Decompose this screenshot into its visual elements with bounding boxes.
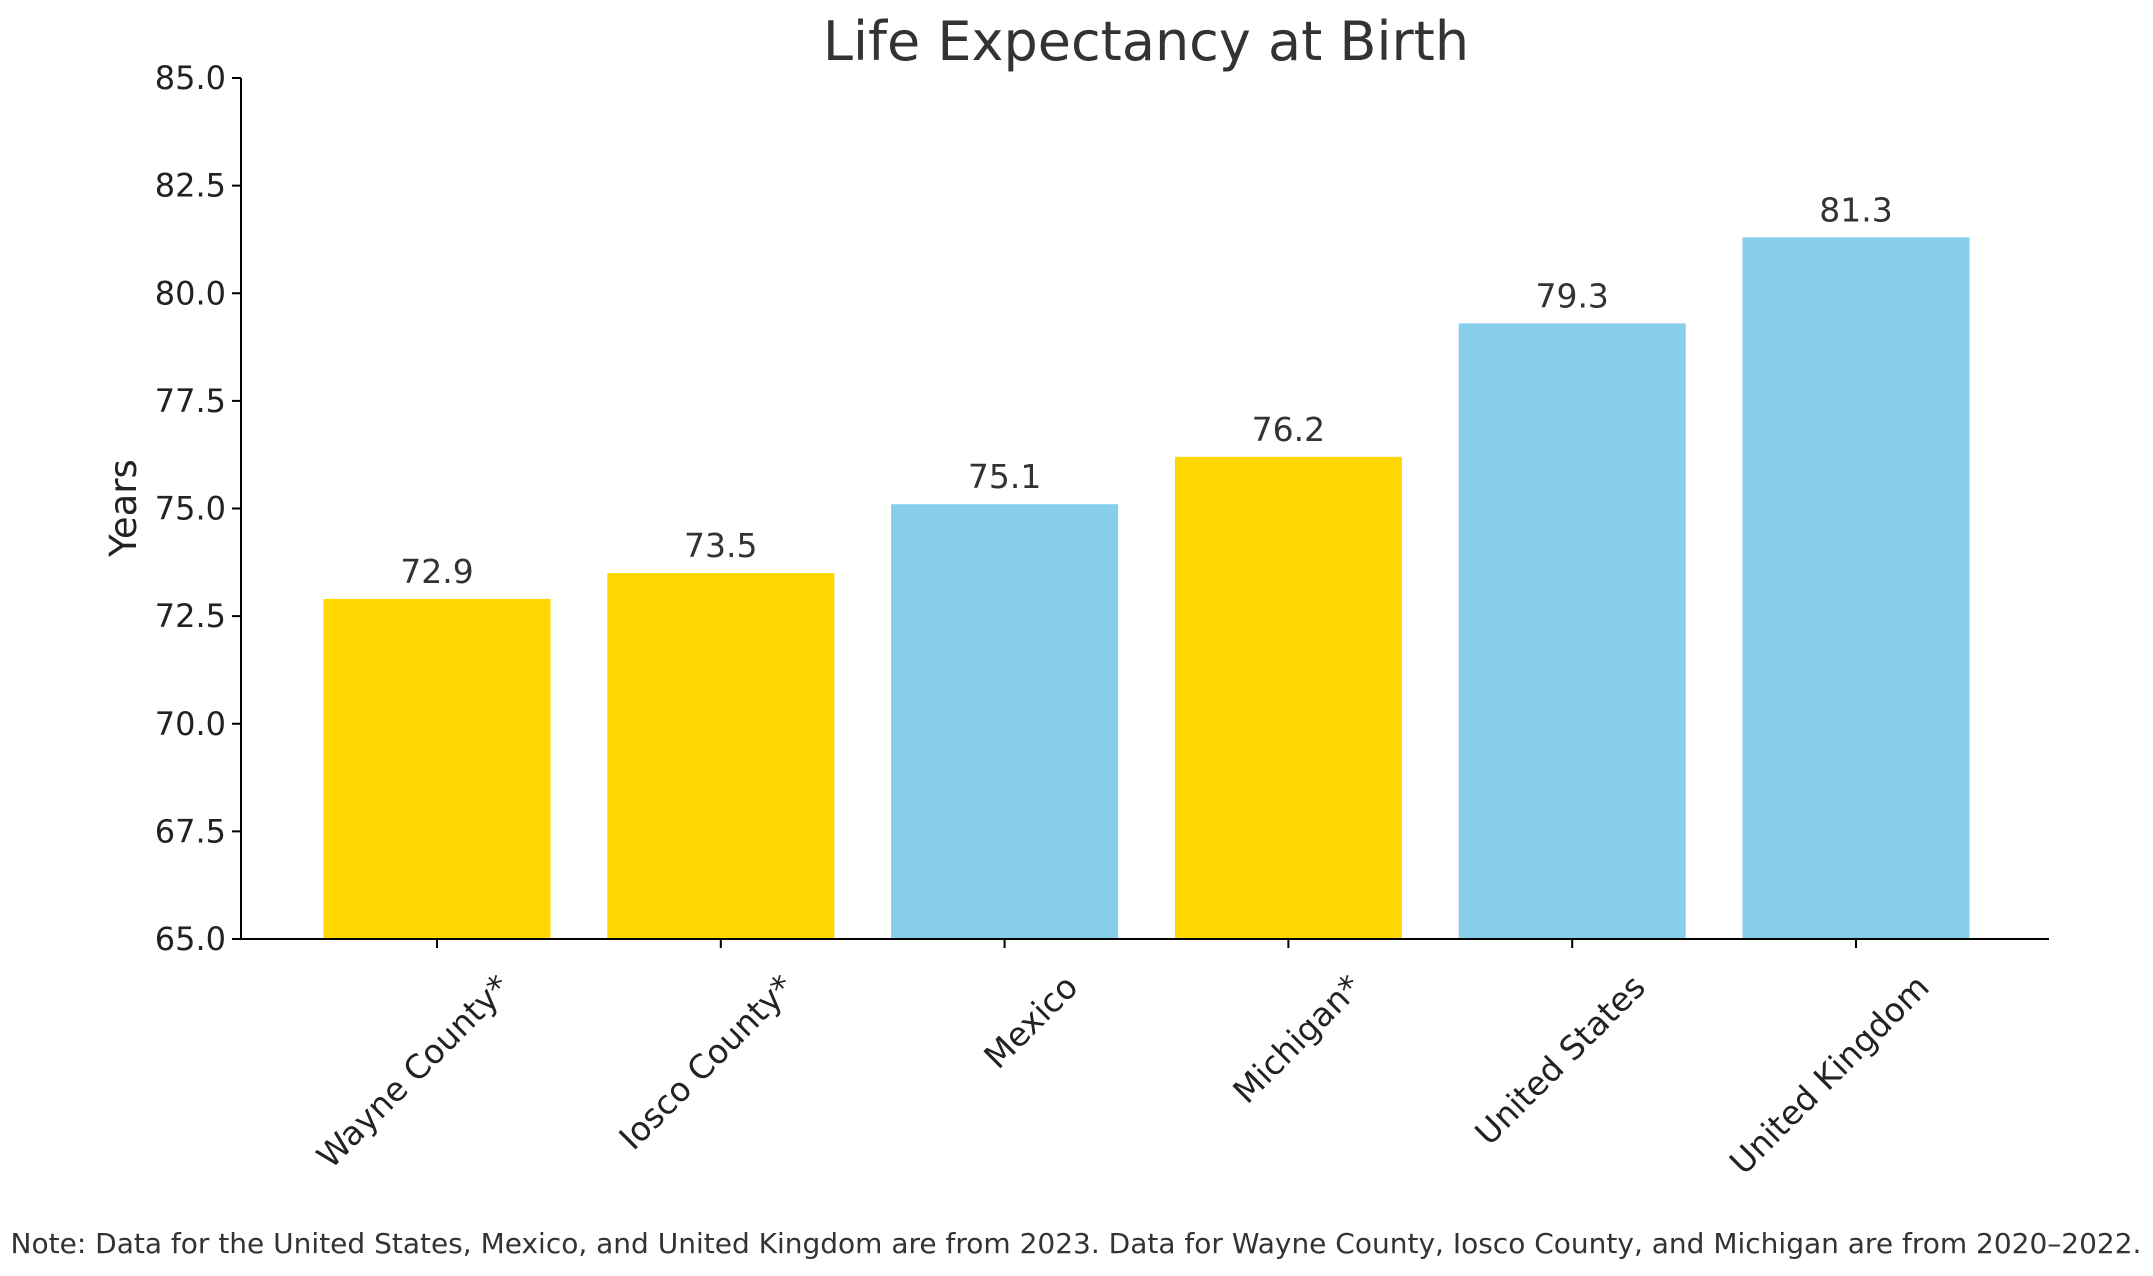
- bar: [323, 598, 551, 939]
- y-tick-label: 75.0: [155, 490, 226, 528]
- x-tick-label: Wayne County*: [309, 967, 518, 1176]
- x-tick-label: Mexico: [976, 967, 1085, 1076]
- y-tick-label: 77.5: [155, 382, 226, 420]
- bar-value-label: 76.2: [1252, 410, 1325, 449]
- bar: [607, 573, 835, 939]
- y-tick-label: 72.5: [155, 597, 226, 635]
- bar: [1458, 323, 1686, 939]
- y-tick-label: 85.0: [155, 59, 226, 97]
- y-ticks-group: 65.0 67.5 70.0 72.5 75.0 77.5 80.0 82.5 85.0: [155, 59, 241, 958]
- bars-group: 72.9 73.5 75.1 76.2 79.3 81.3: [323, 190, 1970, 939]
- x-tick-label: United Kingdom: [1722, 967, 1937, 1182]
- bar-value-label: 75.1: [968, 457, 1041, 496]
- bar-value-label: 79.3: [1535, 276, 1608, 315]
- x-ticks-group: Wayne County* Iosco County* Mexico Michigan…: [309, 939, 1937, 1182]
- bar: [1742, 237, 1970, 939]
- bar-value-label: 72.9: [400, 552, 473, 591]
- y-axis-label: Years: [102, 459, 145, 558]
- bar: [891, 504, 1119, 939]
- y-tick-label: 65.0: [155, 920, 226, 958]
- bar: [1174, 456, 1402, 939]
- chart-title: Life Expectancy at Birth: [823, 10, 1469, 73]
- y-tick-label: 80.0: [155, 274, 226, 312]
- chart-note: Note: Data for the United States, Mexico…: [11, 1227, 2142, 1260]
- bar-value-label: 73.5: [684, 526, 757, 565]
- y-tick-label: 82.5: [155, 167, 226, 205]
- x-tick-label: Iosco County*: [611, 967, 801, 1157]
- bar-value-label: 81.3: [1819, 190, 1892, 229]
- x-tick-label: United States: [1467, 967, 1653, 1153]
- x-tick-label: Michigan*: [1225, 967, 1369, 1111]
- y-tick-label: 67.5: [155, 812, 226, 850]
- y-tick-label: 70.0: [155, 705, 226, 743]
